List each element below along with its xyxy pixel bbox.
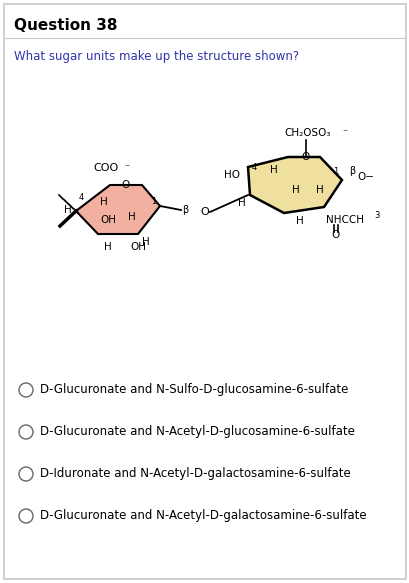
Text: H: H xyxy=(100,197,108,207)
Text: H: H xyxy=(104,242,112,252)
Text: ⁻: ⁻ xyxy=(341,128,346,138)
Text: OH: OH xyxy=(130,242,146,252)
Text: H: H xyxy=(128,212,135,222)
Polygon shape xyxy=(247,157,341,213)
Text: 4: 4 xyxy=(78,194,83,202)
Text: ⁻: ⁻ xyxy=(124,163,129,173)
Text: O−: O− xyxy=(357,172,373,182)
Text: D-Iduronate and N-Acetyl-D-galactosamine-6-sulfate: D-Iduronate and N-Acetyl-D-galactosamine… xyxy=(40,468,350,480)
Text: 1: 1 xyxy=(151,198,156,206)
Text: H: H xyxy=(291,185,299,195)
Text: H: H xyxy=(270,165,277,175)
Text: 4: 4 xyxy=(251,163,256,171)
Text: 1: 1 xyxy=(333,167,338,175)
Text: OH: OH xyxy=(100,215,116,225)
Text: β: β xyxy=(348,166,354,176)
Text: O: O xyxy=(200,207,209,217)
Text: H: H xyxy=(295,216,303,226)
Text: O: O xyxy=(331,230,339,240)
Text: β: β xyxy=(182,205,188,215)
Text: D-Glucuronate and N-Sulfo-D-glucosamine-6-sulfate: D-Glucuronate and N-Sulfo-D-glucosamine-… xyxy=(40,384,348,396)
Text: O: O xyxy=(121,180,130,190)
Text: COO: COO xyxy=(93,163,118,173)
Text: HO: HO xyxy=(223,170,239,180)
Text: H: H xyxy=(238,198,245,208)
Polygon shape xyxy=(76,185,160,234)
Text: 3: 3 xyxy=(373,211,378,220)
Text: NHCCH: NHCCH xyxy=(325,215,363,225)
Text: Question 38: Question 38 xyxy=(14,18,117,33)
Text: D-Glucuronate and N-Acetyl-D-galactosamine-6-sulfate: D-Glucuronate and N-Acetyl-D-galactosami… xyxy=(40,510,366,522)
Text: What sugar units make up the structure shown?: What sugar units make up the structure s… xyxy=(14,50,299,63)
Text: O: O xyxy=(301,152,309,162)
Text: H: H xyxy=(142,237,150,247)
Text: H: H xyxy=(64,205,72,215)
Text: D-Glucuronate and N-Acetyl-D-glucosamine-6-sulfate: D-Glucuronate and N-Acetyl-D-glucosamine… xyxy=(40,426,354,438)
FancyBboxPatch shape xyxy=(4,4,405,579)
Text: H: H xyxy=(315,185,323,195)
Text: CH₂OSO₃: CH₂OSO₃ xyxy=(284,128,330,138)
